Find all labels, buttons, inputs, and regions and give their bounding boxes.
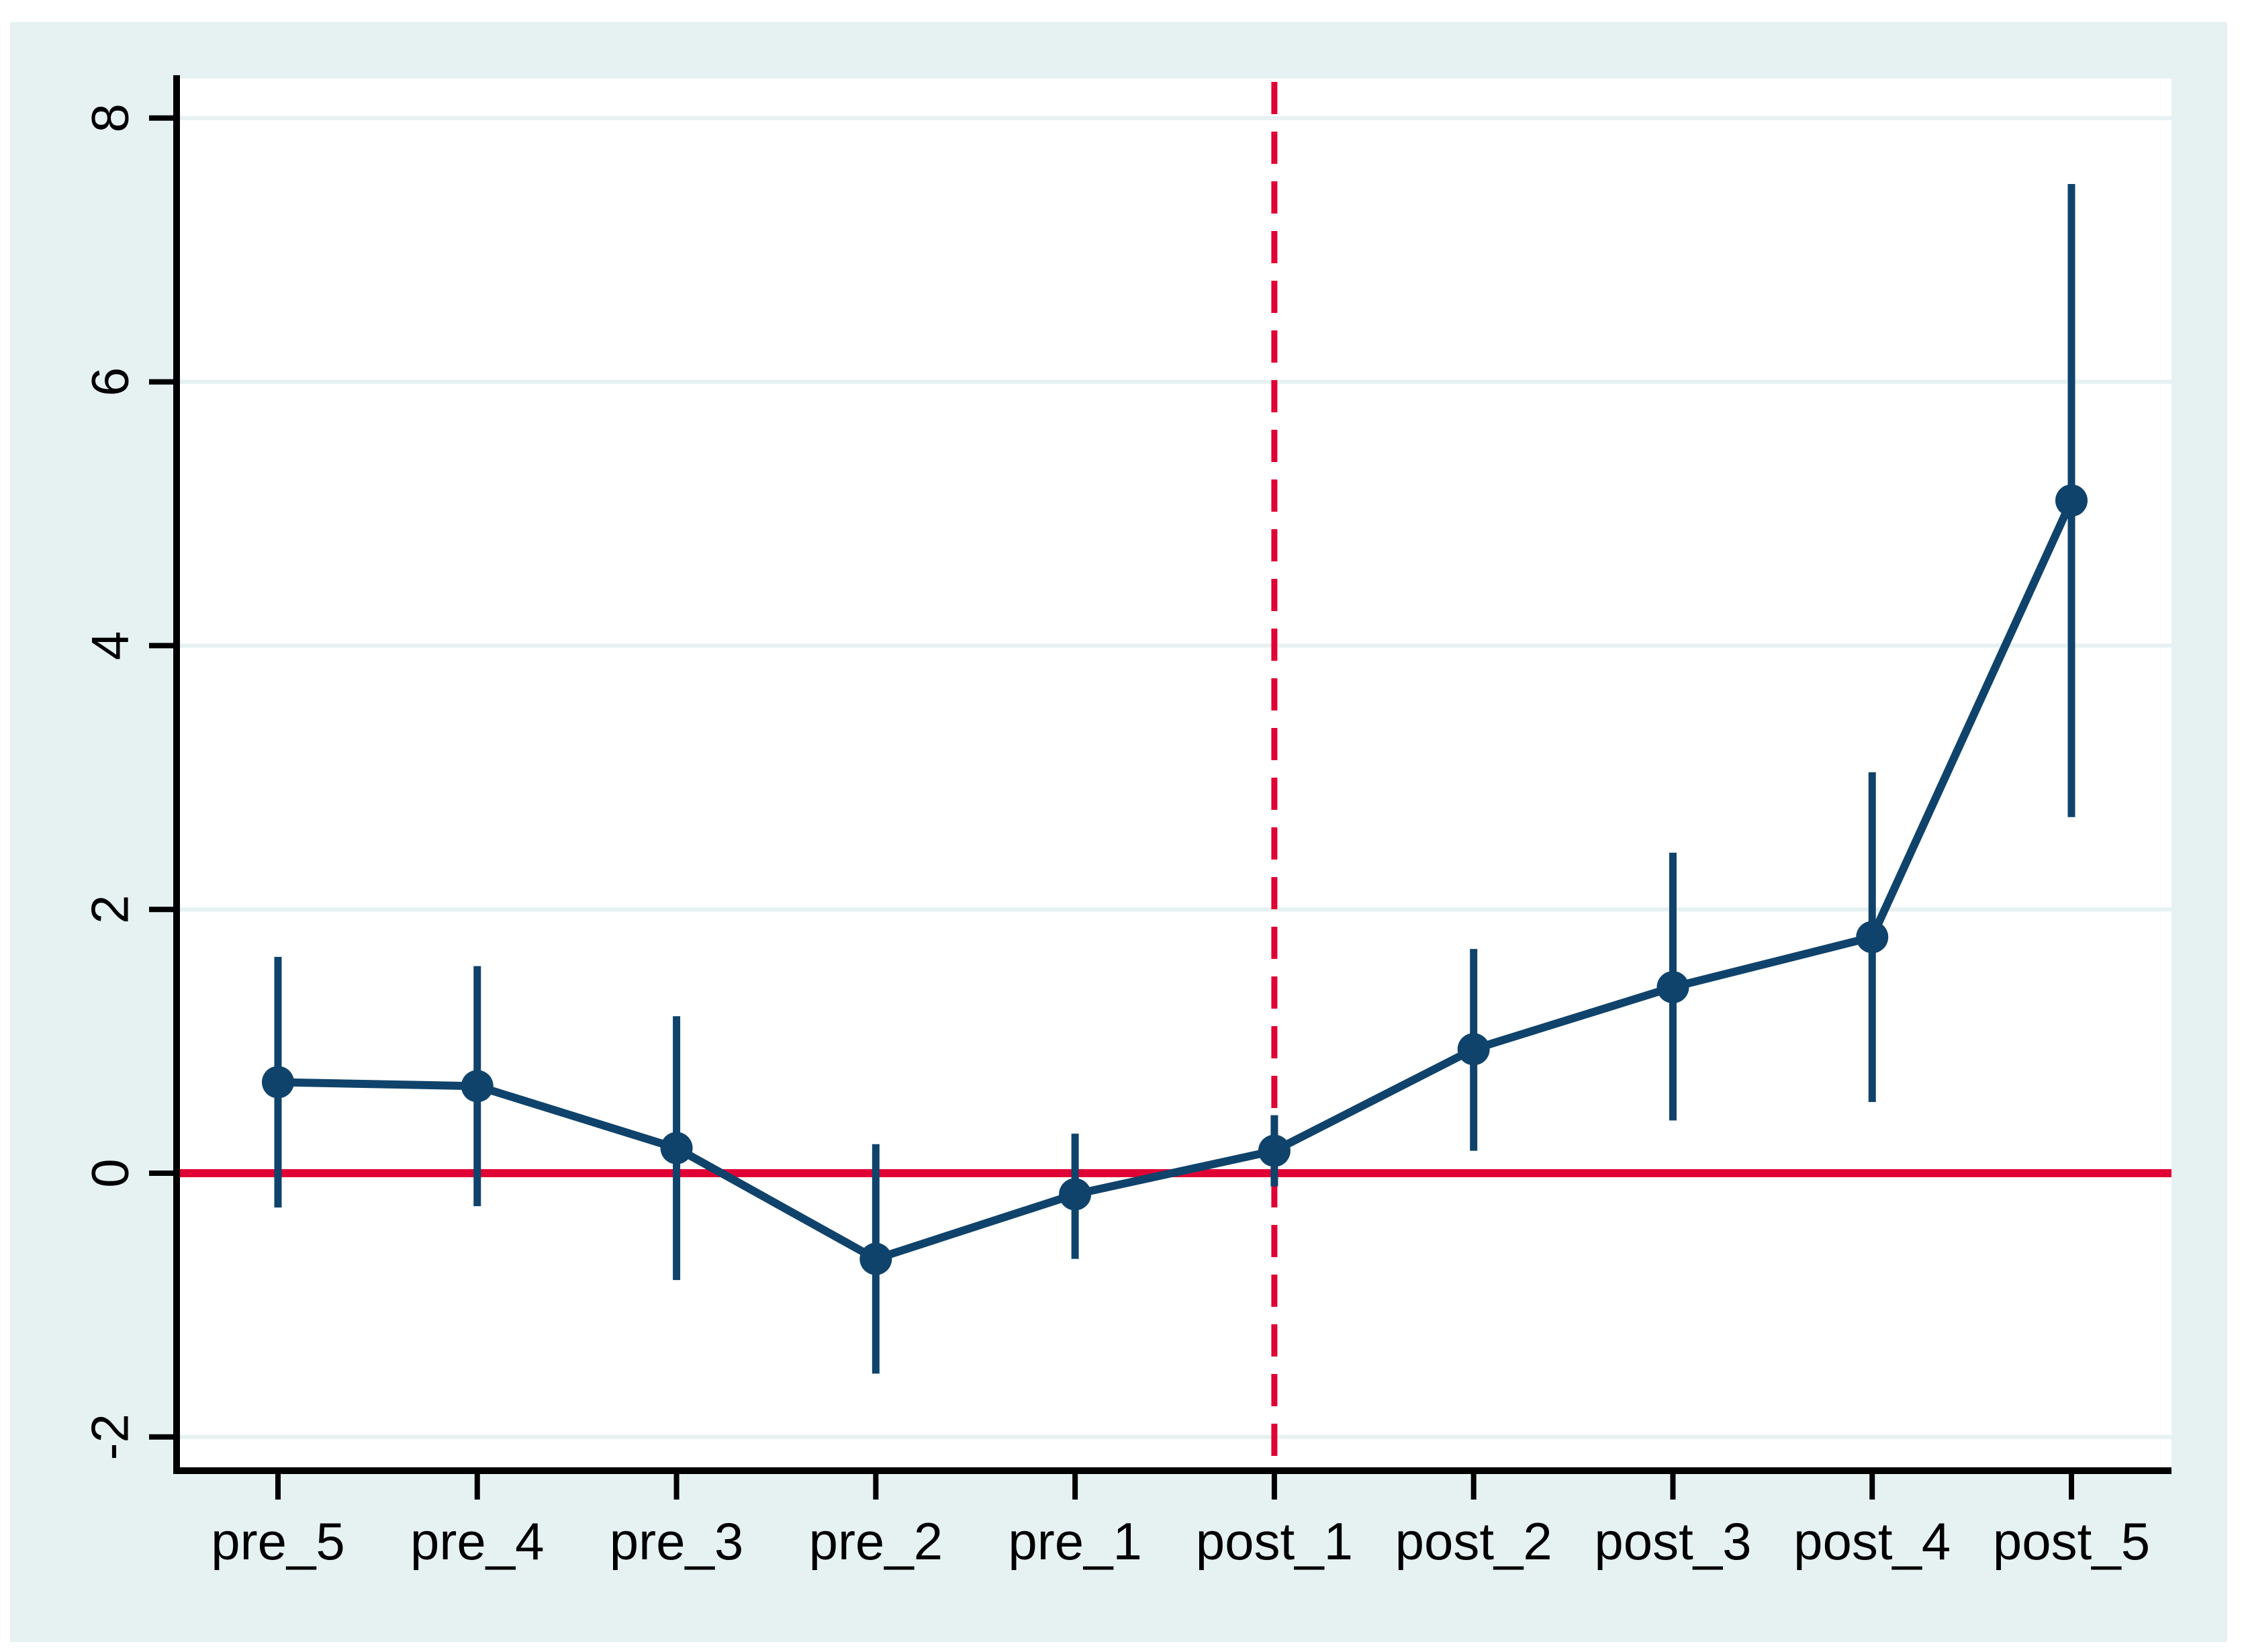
y-tick-label-2: 2 [80, 895, 139, 924]
x-tick-label-post_3: post_3 [1594, 1512, 1751, 1571]
data-point-pre_1 [1059, 1178, 1092, 1211]
plot-area [177, 79, 2171, 1471]
series-line [277, 498, 2075, 1264]
x-tick-label-post_2: post_2 [1395, 1512, 1552, 1571]
y-tick-label-6: 6 [80, 367, 139, 396]
data-point-post_1 [1258, 1134, 1291, 1167]
data-point-post_5 [2055, 484, 2088, 517]
x-tick-label-pre_3: pre_3 [610, 1512, 744, 1571]
y-tick-label-0: 0 [80, 1158, 139, 1187]
data-point-pre_2 [859, 1242, 892, 1275]
x-tick-label-pre_4: pre_4 [410, 1512, 545, 1571]
x-tick-label-pre_2: pre_2 [809, 1512, 943, 1571]
x-tick-label-post_1: post_1 [1196, 1512, 1353, 1571]
data-point-pre_5 [262, 1066, 294, 1099]
y-tick-label-4: 4 [80, 631, 139, 660]
x-tick-label-pre_5: pre_5 [211, 1512, 345, 1571]
y-tick-label-8: 8 [80, 103, 139, 132]
data-point-pre_4 [461, 1070, 494, 1103]
data-point-post_3 [1656, 971, 1689, 1004]
x-tick-label-post_4: post_4 [1793, 1512, 1951, 1571]
x-tick-label-pre_1: pre_1 [1008, 1512, 1142, 1571]
data-point-post_2 [1457, 1033, 1490, 1066]
data-point-post_4 [1856, 921, 1889, 954]
y-tick-label--2: -2 [80, 1414, 139, 1460]
data-point-pre_3 [660, 1132, 693, 1164]
x-tick-label-post_5: post_5 [1993, 1512, 2150, 1571]
